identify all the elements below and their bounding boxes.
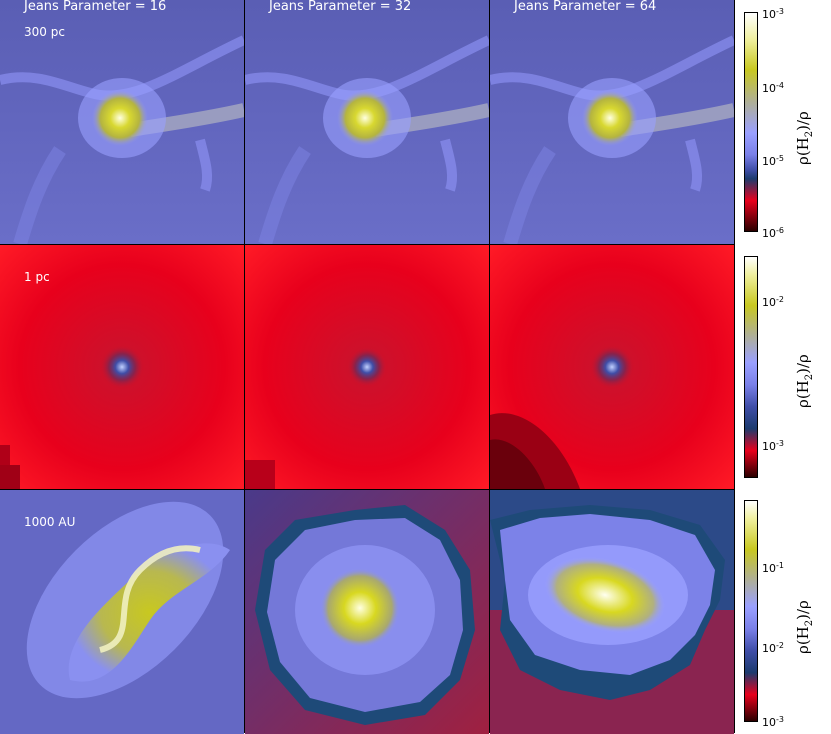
image-r3-c3 — [490, 490, 734, 734]
colorbar-row3 — [744, 500, 758, 722]
column-title: Jeans Parameter = 16 — [24, 0, 167, 14]
image-r2-c3 — [490, 245, 734, 489]
colorbar-tick-label: 10-6 — [762, 226, 784, 240]
panel-r1-c3: Jeans Parameter = 64 — [490, 0, 734, 244]
colorbar-row1 — [744, 12, 758, 232]
scale-label: 1 pc — [24, 270, 50, 284]
scale-label: 1000 AU — [24, 515, 76, 529]
scale-label: 300 pc — [24, 25, 65, 39]
colorbar-tick-label: 10-3 — [762, 439, 784, 453]
colorbar-title: ρ(H2)/ρ — [794, 354, 815, 408]
image-r1-c3 — [490, 0, 734, 244]
colorbar-tick-label: 10-1 — [762, 561, 784, 575]
colorbar-tick-label: 10-4 — [762, 81, 784, 95]
panel-r1-c2: Jeans Parameter = 32 — [245, 0, 489, 244]
divider — [489, 0, 490, 733]
divider — [734, 0, 735, 733]
image-r1-c2 — [245, 0, 489, 244]
panel-r2-c1: 1 pc — [0, 245, 244, 489]
image-r3-c1 — [0, 490, 244, 734]
panel-r3-c3 — [490, 490, 734, 734]
image-r2-c1 — [0, 245, 244, 489]
image-r2-c2 — [245, 245, 489, 489]
panel-r3-c1: 1000 AU — [0, 490, 244, 734]
column-title: Jeans Parameter = 64 — [514, 0, 657, 14]
colorbar-title: ρ(H2)/ρ — [794, 111, 815, 165]
colorbar-row2 — [744, 256, 758, 478]
panel-r1-c1: Jeans Parameter = 16 300 pc — [0, 0, 244, 244]
panel-r2-c3 — [490, 245, 734, 489]
image-r3-c2 — [245, 490, 489, 734]
colorbar-tick-label: 10-2 — [762, 295, 784, 309]
panel-r2-c2 — [245, 245, 489, 489]
divider — [0, 244, 734, 245]
colorbar-tick-label: 10-2 — [762, 641, 784, 655]
panel-r3-c2 — [245, 490, 489, 734]
divider — [0, 489, 734, 490]
colorbar-tick-label: 10-5 — [762, 154, 784, 168]
column-title: Jeans Parameter = 32 — [269, 0, 412, 14]
colorbar-title: ρ(H2)/ρ — [794, 600, 815, 654]
image-r1-c1 — [0, 0, 244, 244]
divider — [244, 0, 245, 733]
colorbar-tick-label: 10-3 — [762, 7, 784, 21]
colorbar-tick-label: 10-3 — [762, 715, 784, 729]
